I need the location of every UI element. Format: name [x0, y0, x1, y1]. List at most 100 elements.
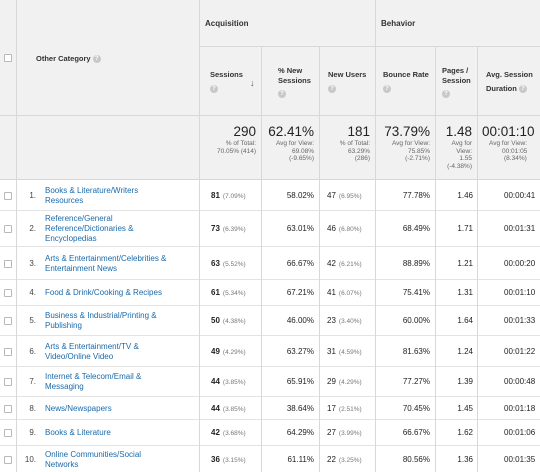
bounce-rate-value: 66.67% [402, 428, 430, 437]
bounce-rate-value: 60.00% [402, 316, 430, 325]
sessions-value: 42 (3.68%) [211, 428, 246, 437]
dimension-header[interactable]: Other Category ? [36, 54, 101, 64]
table-row[interactable]: 1. Books & Literature/Writers Resources 81(… [0, 180, 540, 211]
table-row[interactable]: 7. Internet & Telecom/Email & Messaging 44(… [0, 367, 540, 397]
row-index: 8. [29, 404, 36, 413]
new-users-value: 22 (3.25%) [327, 455, 362, 464]
avg-duration-value: 00:00:48 [504, 377, 536, 386]
category-link[interactable]: News/Newspapers [45, 404, 112, 413]
pct-new-sessions-value: 58.02% [286, 191, 314, 200]
new-users-value: 42 (6.21%) [327, 259, 362, 268]
select-all-checkbox[interactable] [4, 54, 12, 62]
avg-duration-value: 00:01:10 [504, 288, 536, 297]
new-users-value: 27 (3.99%) [327, 428, 362, 437]
col-pages-session[interactable]: Pages / Session ? [442, 66, 471, 99]
pages-session-value: 1.36 [457, 455, 473, 464]
category-link[interactable]: Food & Drink/Cooking & Recipes [45, 288, 162, 297]
new-users-value: 23 (3.40%) [327, 316, 362, 325]
col-new-users[interactable]: New Users ? [328, 70, 367, 94]
row-index: 6. [29, 347, 36, 356]
new-users-value: 17 (2.51%) [327, 404, 362, 413]
row-index: 7. [29, 377, 36, 386]
col-bounce-rate[interactable]: Bounce Rate ? [383, 70, 429, 94]
bounce-rate-value: 75.41% [402, 288, 430, 297]
question-icon[interactable]: ? [278, 90, 286, 99]
pct-new-sessions-value: 66.67% [286, 259, 314, 268]
arrow-down-icon[interactable]: ↓ [250, 78, 255, 88]
row-index: 3. [29, 259, 36, 268]
question-icon[interactable]: ? [442, 90, 450, 99]
col-pct-new-sessions[interactable]: % New Sessions ? [278, 66, 311, 99]
pct-new-sessions-value: 61.11% [287, 455, 314, 464]
table-row[interactable]: 9. Books & Literature 42 (3.68%) 64.29% 27 (3.… [0, 420, 540, 446]
question-icon[interactable]: ? [328, 85, 336, 94]
category-link[interactable]: Internet & Telecom/Email & Messaging [45, 372, 142, 391]
summary-row [0, 116, 540, 180]
pct-new-sessions-value: 67.21% [286, 288, 314, 297]
new-users-value: 41 (6.07%) [327, 288, 362, 297]
category-link[interactable]: Arts & Entertainment/Celebrities & Entert… [45, 254, 167, 273]
row-checkbox[interactable] [4, 192, 12, 200]
new-users-value: 29 (4.29%) [327, 377, 362, 386]
group-acquisition: Acquisition [205, 19, 249, 28]
row-checkbox[interactable] [4, 289, 12, 297]
question-icon[interactable]: ? [210, 85, 218, 94]
pct-new-sessions-value: 64.29% [286, 428, 314, 437]
bounce-rate-value: 88.89% [402, 259, 430, 268]
avg-duration-value: 00:00:41 [504, 191, 536, 200]
category-link[interactable]: Arts & Entertainment/TV & Video/Online Vi… [45, 342, 139, 361]
category-link[interactable]: Online Communities/Social Networks [45, 450, 142, 469]
bounce-rate-value: 77.78% [402, 191, 430, 200]
row-checkbox[interactable] [4, 260, 12, 268]
summary-bounce: 73.79% Avg for View: 75.85% (-2.71%) [384, 124, 430, 163]
bounce-rate-value: 80.56% [402, 455, 430, 464]
avg-duration-value: 00:01:22 [504, 347, 536, 356]
avg-duration-value: 00:01:33 [504, 316, 536, 325]
question-icon[interactable]: ? [518, 85, 527, 94]
bounce-rate-value: 81.63% [402, 347, 430, 356]
category-link[interactable]: Business & Industrial/Printing & Publishi… [45, 311, 157, 330]
row-checkbox[interactable] [4, 225, 12, 233]
bounce-rate-value: 77.27% [402, 377, 430, 386]
sessions-value: 61 (5.34%) [211, 288, 246, 297]
table-header [0, 0, 540, 116]
question-icon[interactable]: ? [92, 55, 101, 64]
row-checkbox[interactable] [4, 429, 12, 437]
row-checkbox[interactable] [4, 348, 12, 356]
question-icon[interactable]: ? [383, 85, 391, 94]
category-link[interactable]: Books & Literature [45, 428, 111, 437]
table-row[interactable]: 6. Arts & Entertainment/TV & Video/Online … [0, 336, 540, 367]
bounce-rate-value: 70.45% [402, 404, 430, 413]
avg-duration-value: 00:01:31 [504, 224, 536, 233]
avg-duration-value: 00:01:35 [504, 455, 536, 464]
row-index: 9. [29, 428, 36, 437]
sessions-value: 49 (4.29%) [211, 347, 246, 356]
col-sessions[interactable]: Sessions ? [210, 70, 243, 94]
row-checkbox[interactable] [4, 405, 12, 413]
pages-session-value: 1.64 [457, 316, 473, 325]
summary-pct-new: 62.41% Avg for View: 69.08% (-9.65%) [268, 124, 314, 163]
bounce-rate-value: 68.49% [402, 224, 430, 233]
col-avg-session-duration[interactable]: Avg. Session Duration ? [486, 70, 533, 94]
table-row[interactable]: 8. News/Newspapers 44 (3.85%) 38.64% 17 (2.51%… [0, 397, 540, 420]
row-index: 4. [29, 288, 36, 297]
table-row[interactable]: 3. Arts & Entertainment/Celebrities & Ente… [0, 247, 540, 280]
summary-pages: 1.48 Avg for View: 1.55 (-4.38%) [445, 124, 472, 170]
summary-sessions: 290 % of Total: 70.05% (414) [216, 124, 256, 155]
pages-session-value: 1.24 [457, 347, 473, 356]
pct-new-sessions-value: 46.00% [286, 316, 314, 325]
table-row[interactable]: 5. Business & Industrial/Printing & Publis… [0, 306, 540, 336]
table-row[interactable]: 10. Online Communities/Social Networks 36 (3… [0, 446, 540, 472]
pages-session-value: 1.45 [457, 404, 473, 413]
table-row[interactable]: 2. Reference/General Reference/Dictionarie… [0, 211, 540, 247]
row-index: 10. [24, 455, 36, 464]
category-link[interactable]: Books & Literature/Writers Resources [45, 186, 139, 205]
row-checkbox[interactable] [4, 378, 12, 386]
category-link[interactable]: Reference/General Reference/Dictionaries … [45, 214, 134, 243]
sessions-value: 63 (5.52%) [211, 259, 246, 268]
row-checkbox[interactable] [4, 456, 12, 464]
row-checkbox[interactable] [4, 317, 12, 325]
table-row[interactable]: 4. Food & Drink/Cooking & Recipes 61 (5.34%… [0, 280, 540, 306]
sessions-value: 73 (6.39%) [211, 224, 246, 233]
